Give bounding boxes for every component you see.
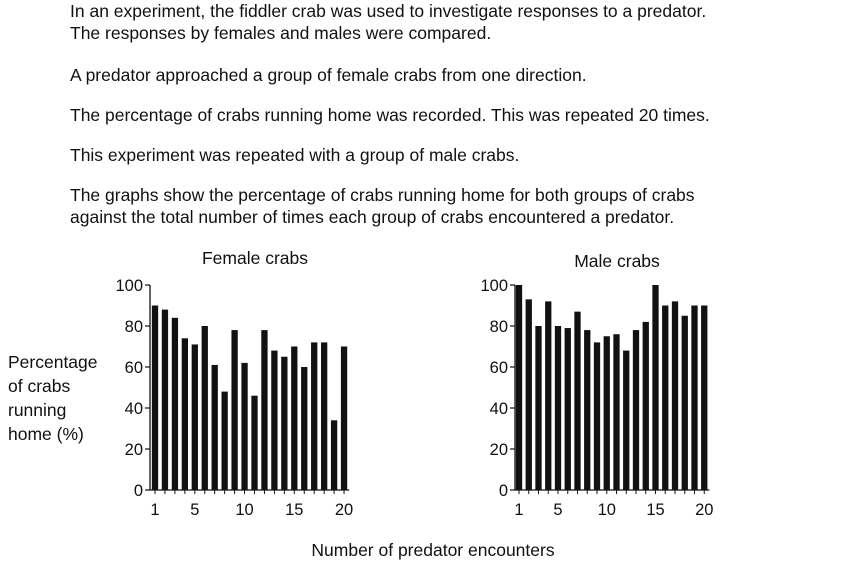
female-bar — [231, 330, 238, 490]
graphs-line-1: The graphs show the percentage of crabs … — [70, 185, 695, 205]
y-axis-label-line: home (%) — [8, 424, 84, 444]
y-axis-label-line: running — [8, 400, 67, 420]
female-bar — [301, 367, 308, 490]
female-x-tick-label: 1 — [150, 501, 159, 519]
female-chart-title: Female crabs — [202, 248, 308, 268]
female-x-tick-label: 10 — [235, 501, 253, 519]
recording-paragraph: The percentage of crabs running home was… — [70, 105, 710, 125]
intro-line-2: The responses by females and males were … — [70, 23, 492, 43]
female-x-tick-label: 5 — [190, 501, 199, 519]
female-bar — [291, 346, 298, 490]
female-x-tick-label: 20 — [335, 501, 353, 519]
male-y-tick-label: 60 — [490, 359, 508, 377]
female-bar — [211, 364, 218, 490]
female-bar — [161, 309, 169, 490]
female-bar — [340, 346, 348, 490]
male-y-tick-label: 0 — [499, 482, 508, 500]
male-bar — [584, 330, 591, 490]
female-bar — [201, 326, 208, 490]
male-bar — [623, 350, 630, 490]
male-y-tick-label: 80 — [490, 318, 508, 336]
graphs-line-2: against the total number of times each g… — [70, 207, 675, 227]
male-y-tick-label: 100 — [480, 277, 508, 295]
male-y-tick-label: 20 — [490, 441, 508, 459]
male-bar — [652, 285, 659, 490]
y-axis-label-line: Percentage — [8, 352, 98, 372]
male-bar — [642, 321, 649, 490]
female-x-tick-label: 15 — [285, 501, 303, 519]
male-bar — [525, 299, 532, 490]
male-bar — [545, 301, 552, 490]
male-bar — [701, 305, 708, 490]
female-bar — [221, 391, 228, 490]
male-chart-title: Male crabs — [574, 251, 660, 271]
x-axis-label: Number of predator encounters — [311, 540, 555, 560]
male-x-tick-label: 15 — [646, 501, 664, 519]
female-bar — [191, 344, 198, 490]
female-y-tick-label: 40 — [125, 400, 143, 418]
predator-paragraph: A predator approached a group of female … — [70, 65, 587, 85]
female-bar — [330, 420, 338, 490]
female-bar — [271, 350, 278, 490]
male-y-tick-label: 40 — [490, 400, 508, 418]
y-axis-label-line: of crabs — [8, 376, 71, 396]
male-x-tick-label: 5 — [553, 501, 562, 519]
male-bar — [681, 315, 688, 490]
female-y-tick-label: 20 — [125, 441, 143, 459]
male-bar — [662, 305, 669, 490]
male-paragraph: This experiment was repeated with a grou… — [70, 145, 520, 165]
male-bar — [671, 301, 679, 490]
intro-paragraph: In an experiment, the fiddler crab was u… — [70, 0, 850, 44]
male-bar — [564, 328, 571, 490]
male-bar — [574, 311, 581, 490]
male-bar — [632, 330, 640, 490]
female-bar — [321, 342, 328, 490]
female-bar — [311, 342, 318, 490]
male-bar — [691, 305, 698, 490]
male-bar — [515, 285, 523, 490]
female-bar — [181, 338, 188, 490]
female-bar — [241, 362, 248, 490]
male-bar — [554, 326, 562, 490]
female-bar — [151, 305, 159, 490]
female-bar — [261, 330, 268, 490]
male-bar — [603, 336, 610, 490]
male-bar — [535, 326, 542, 490]
female-y-tick-label: 0 — [134, 482, 143, 500]
male-bar — [593, 342, 601, 490]
graphs-paragraph: The graphs show the percentage of crabs … — [70, 184, 850, 228]
female-y-tick-label: 80 — [125, 318, 143, 336]
intro-line-1: In an experiment, the fiddler crab was u… — [70, 1, 707, 21]
female-y-tick-label: 60 — [125, 359, 143, 377]
male-x-tick-label: 10 — [598, 501, 616, 519]
female-bar — [171, 317, 179, 490]
female-bar — [281, 356, 288, 490]
male-bar — [613, 334, 620, 490]
male-x-tick-label: 20 — [695, 501, 713, 519]
female-bar — [251, 395, 258, 490]
female-y-tick-label: 100 — [115, 277, 143, 295]
male-x-tick-label: 1 — [514, 501, 523, 519]
y-axis-label: Percentage of crabs running home (%) — [8, 350, 98, 446]
